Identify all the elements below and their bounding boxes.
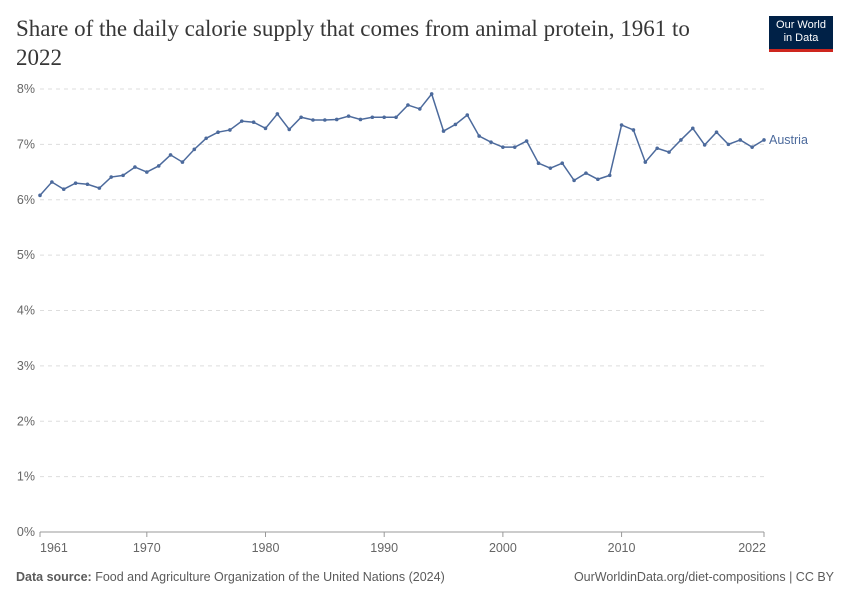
data-point <box>750 145 754 149</box>
data-point <box>536 161 541 166</box>
data-point <box>346 114 351 118</box>
data-point <box>584 171 588 175</box>
x-tick-label: 1980 <box>252 541 280 555</box>
data-point <box>690 126 695 131</box>
source-label: Data source: <box>16 570 92 584</box>
data-point <box>548 166 553 170</box>
data-point <box>406 103 410 107</box>
x-tick-label: 1970 <box>133 541 161 555</box>
data-point <box>145 170 149 174</box>
y-tick-label: 4% <box>17 304 35 318</box>
data-point <box>180 160 185 164</box>
data-point <box>762 138 766 142</box>
data-point <box>726 142 731 147</box>
y-tick-label: 2% <box>17 414 35 428</box>
data-point <box>667 150 671 154</box>
data-point <box>394 115 398 120</box>
data-point <box>311 118 315 122</box>
data-point <box>418 107 422 111</box>
data-point <box>216 130 220 134</box>
series-line-austria <box>39 92 765 196</box>
data-point <box>275 112 280 116</box>
line-chart: 0% 1% 2% 3% 4% 5% 6% 7% 8% 1961 1970 1980 1990 2000 20… <box>17 82 808 555</box>
y-tick-label: 8% <box>17 82 35 96</box>
source-text[interactable]: Food and Agriculture Organization of the… <box>95 570 445 584</box>
data-point <box>323 118 327 122</box>
data-point <box>61 187 66 192</box>
data-point <box>714 130 719 134</box>
data-point <box>263 126 268 131</box>
data-point <box>465 113 470 117</box>
data-point <box>596 177 600 182</box>
data-point <box>501 145 505 149</box>
data-point <box>168 153 173 157</box>
data-point <box>97 186 102 190</box>
x-tick-label: 2010 <box>608 541 636 555</box>
data-point <box>239 119 244 123</box>
data-point <box>489 140 493 144</box>
owid-logo[interactable]: Our World in Data <box>769 16 833 52</box>
y-tick-label: 6% <box>17 193 35 207</box>
data-point <box>619 123 624 127</box>
data-source: Data source: Food and Agriculture Organi… <box>16 570 445 584</box>
data-point <box>287 127 292 132</box>
y-tick-label: 5% <box>17 248 35 262</box>
data-point <box>204 136 208 141</box>
data-point <box>85 182 90 187</box>
data-point <box>631 128 636 132</box>
data-point <box>334 117 339 122</box>
data-point <box>572 178 576 183</box>
data-point <box>121 173 125 178</box>
data-point <box>228 128 232 132</box>
footer-url[interactable]: OurWorldinData.org/diet-compositions | C… <box>573 570 834 584</box>
data-point <box>73 181 78 185</box>
x-tick-label: 2022 <box>738 541 766 555</box>
data-point <box>382 115 386 120</box>
data-point <box>679 138 683 142</box>
data-point <box>512 145 517 149</box>
data-point <box>702 143 707 147</box>
logo-line2: in Data <box>783 32 819 44</box>
x-tick-label: 2000 <box>489 541 517 555</box>
data-point <box>192 147 197 152</box>
data-point <box>109 175 114 179</box>
data-point <box>50 180 54 184</box>
data-point <box>441 129 446 133</box>
y-tick-label: 1% <box>17 470 35 484</box>
series-label: Austria <box>769 133 808 147</box>
data-point <box>358 117 363 122</box>
y-tick-label: 7% <box>17 137 35 151</box>
data-point <box>477 134 481 138</box>
data-point <box>133 165 137 169</box>
data-point <box>299 115 303 120</box>
chart-title: Share of the daily calorie supply that c… <box>16 16 690 70</box>
data-point <box>370 115 375 120</box>
data-point <box>643 160 648 164</box>
data-point <box>251 120 256 125</box>
x-tick-label: 1961 <box>40 541 68 555</box>
logo-line1: Our World <box>776 19 826 31</box>
data-point <box>655 146 659 151</box>
y-tick-label: 0% <box>17 525 35 539</box>
x-tick-label: 1990 <box>370 541 398 555</box>
data-point <box>453 122 458 127</box>
data-point <box>429 92 434 96</box>
data-point <box>560 161 565 166</box>
data-point <box>607 173 612 178</box>
data-point <box>38 193 42 198</box>
y-tick-label: 3% <box>17 359 35 373</box>
data-point <box>524 139 529 143</box>
data-point <box>738 138 743 142</box>
data-point <box>156 164 161 168</box>
